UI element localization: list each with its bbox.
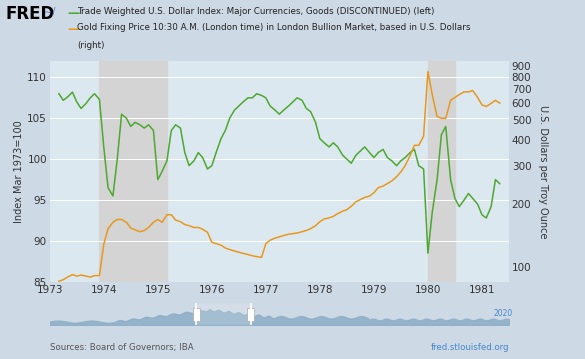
Bar <box>193 308 199 321</box>
Text: FRED: FRED <box>6 5 55 23</box>
Text: Sources: Board of Governors; IBA: Sources: Board of Governors; IBA <box>50 343 194 352</box>
Text: Trade Weighted U.S. Dollar Index: Major Currencies, Goods (DISCONTINUED) (left): Trade Weighted U.S. Dollar Index: Major … <box>77 7 435 16</box>
Y-axis label: Index Mar 1973=100: Index Mar 1973=100 <box>15 120 25 223</box>
Text: —: — <box>67 23 80 36</box>
Bar <box>247 308 254 321</box>
Bar <box>197 303 250 325</box>
Text: ∼/: ∼/ <box>42 7 56 17</box>
Text: 2020: 2020 <box>493 308 512 318</box>
Bar <box>428 61 455 282</box>
Text: —: — <box>67 7 80 20</box>
Text: (right): (right) <box>77 41 105 50</box>
Y-axis label: U.S. Dollars per Troy Ounce: U.S. Dollars per Troy Ounce <box>538 105 548 238</box>
Text: fred.stlouisfed.org: fred.stlouisfed.org <box>431 343 509 352</box>
Text: Gold Fixing Price 10:30 A.M. (London time) in London Bullion Market, based in U.: Gold Fixing Price 10:30 A.M. (London tim… <box>77 23 471 32</box>
Bar <box>99 61 167 282</box>
